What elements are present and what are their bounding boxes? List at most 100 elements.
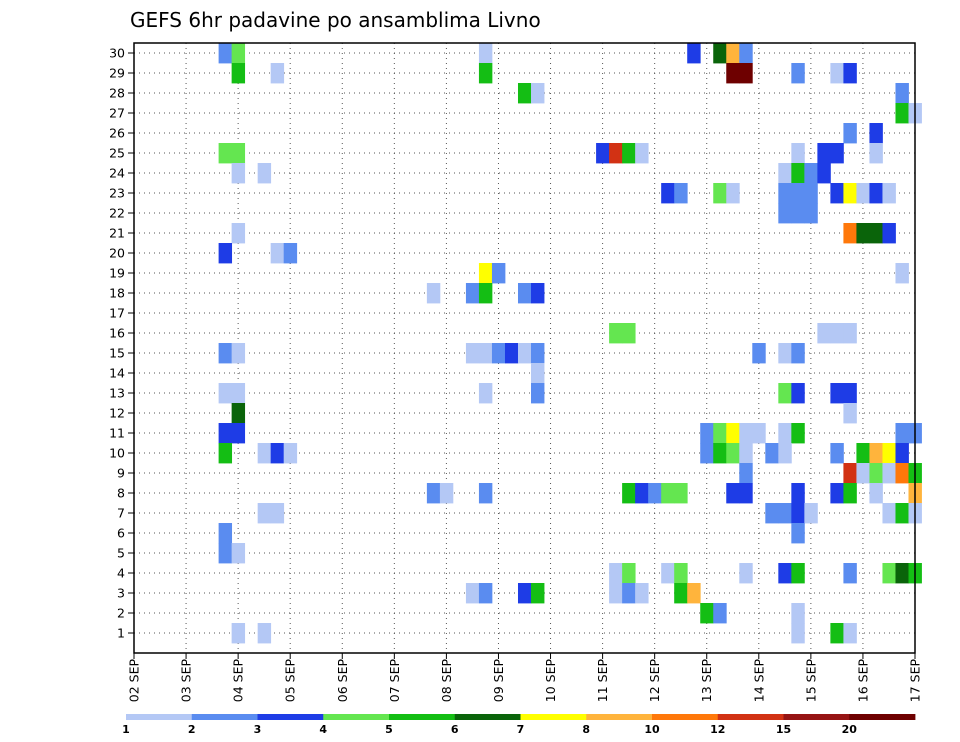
x-tick-label: 16 SEP [855, 659, 870, 703]
heatmap-cell [895, 563, 909, 584]
heatmap-cell [426, 483, 441, 504]
heatmap-cell [687, 583, 701, 604]
heatmap-cell [713, 183, 727, 204]
heatmap-cell [791, 143, 805, 164]
y-tick-label: 12 [109, 406, 125, 421]
heatmap-cell [231, 543, 246, 564]
heatmap-cell [791, 383, 805, 404]
heatmap-cell [687, 43, 701, 64]
heatmap-cell [609, 323, 623, 344]
heatmap-cell [257, 443, 272, 464]
y-tick-label: 21 [109, 226, 125, 241]
legend-label: 7 [517, 723, 525, 736]
heatmap-cell [869, 483, 883, 504]
heatmap-cell [726, 423, 740, 444]
heatmap-cell [674, 183, 688, 204]
legend-swatch [126, 714, 193, 720]
heatmap-cell [465, 583, 480, 604]
heatmap-cell [231, 403, 246, 424]
heatmap-cell [752, 423, 766, 444]
y-tick-label: 28 [109, 86, 125, 101]
color-legend: 1 2 3 4 5 6 7 8 10 12 15 20 [122, 714, 916, 736]
heatmap-cell [231, 43, 246, 64]
legend-swatch [323, 714, 390, 720]
heatmap-cell [478, 63, 493, 84]
heatmap-cell [882, 223, 896, 244]
heatmap-cell [778, 163, 792, 184]
legend-swatch [520, 714, 587, 720]
y-tick-label: 3 [117, 586, 125, 601]
heatmap-cell [830, 443, 844, 464]
y-tick-label: 10 [109, 446, 125, 461]
legend-label: 1 [122, 723, 130, 736]
heatmap-cell [791, 183, 805, 204]
heatmap-cell [856, 223, 870, 244]
heatmap-cell [739, 463, 753, 484]
heatmap-cell [726, 183, 740, 204]
heatmap-cell [218, 43, 233, 64]
heatmap-cell [218, 383, 233, 404]
heatmap-cell [622, 563, 636, 584]
legend-label: 4 [319, 723, 327, 736]
heatmap-cell [791, 483, 805, 504]
heatmap-cell [804, 503, 818, 524]
y-tick-label: 8 [117, 486, 125, 501]
heatmap-cell [869, 183, 883, 204]
heatmap-cell [231, 63, 246, 84]
legend-swatch [257, 714, 324, 720]
y-tick-label: 29 [109, 66, 125, 81]
heatmap-cell [231, 623, 246, 644]
heatmap-cell [491, 263, 506, 284]
heatmap-cell [804, 163, 818, 184]
heatmap-cell [478, 483, 493, 504]
legend-swatch [586, 714, 653, 720]
y-tick-label: 14 [109, 366, 125, 381]
heatmap-cell [830, 623, 844, 644]
y-tick-label: 27 [109, 106, 125, 121]
x-tick-label: 10 SEP [543, 659, 558, 703]
heatmap-cell [726, 483, 740, 504]
heatmap-cell [478, 583, 493, 604]
heatmap-cell [830, 323, 844, 344]
heatmap-cell [843, 383, 857, 404]
heatmap-cell [869, 443, 883, 464]
heatmap-cell [843, 623, 857, 644]
heatmap-cell [817, 143, 831, 164]
heatmap-cell [791, 623, 805, 644]
heatmap-cell [830, 483, 844, 504]
heatmap-cell [778, 383, 792, 404]
heatmap-cell [231, 163, 246, 184]
heatmap-cell [869, 223, 883, 244]
heatmap-cell [791, 563, 805, 584]
heatmap-cell [739, 63, 753, 84]
heatmap-cell [270, 443, 285, 464]
heatmap-cell [674, 563, 688, 584]
heatmap-cell [726, 443, 740, 464]
y-tick-label: 13 [109, 386, 125, 401]
heatmap-cell [465, 343, 480, 364]
y-tick-label: 20 [109, 246, 125, 261]
heatmap-cell [517, 283, 532, 304]
heatmap-cell [804, 203, 818, 224]
y-tick-label: 23 [109, 186, 125, 201]
heatmap-cell [778, 423, 792, 444]
heatmap-cell [609, 583, 623, 604]
heatmap-cell [700, 603, 714, 624]
legend-swatch [652, 714, 719, 720]
heatmap-cell [700, 443, 714, 464]
heatmap-cell [596, 143, 610, 164]
heatmap-cell [843, 403, 857, 424]
y-tick-label: 5 [117, 546, 125, 561]
y-tick-label: 1 [117, 626, 125, 641]
y-tick-label: 15 [109, 346, 125, 361]
legend-label: 5 [385, 723, 393, 736]
legend-label: 3 [254, 723, 262, 736]
y-axis-ticks: 1234567891011121314151617181920212223242… [109, 46, 134, 641]
heatmap-cell [778, 343, 792, 364]
heatmap-cell [778, 203, 792, 224]
heatmap-cell [895, 263, 909, 284]
heatmap-cell [622, 143, 636, 164]
heatmap-cell [661, 483, 675, 504]
heatmap-cell [843, 483, 857, 504]
heatmap-cell [739, 483, 753, 504]
